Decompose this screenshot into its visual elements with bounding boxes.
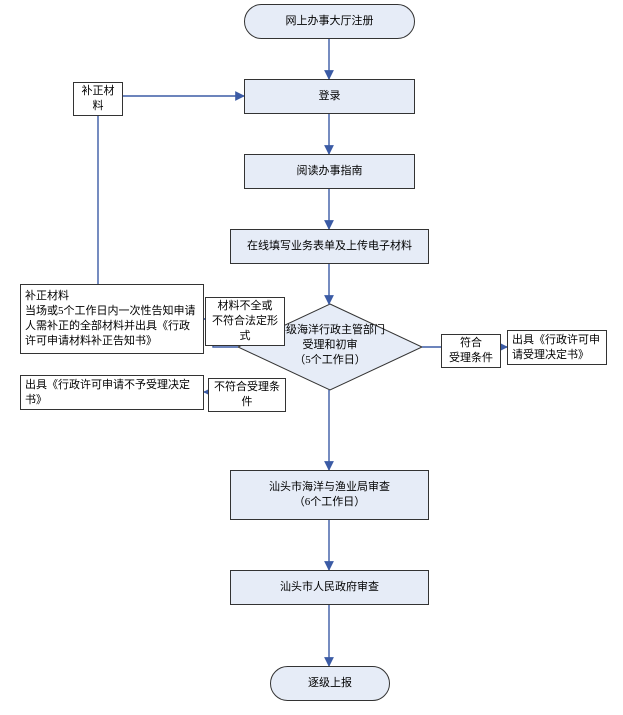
edge-label-incomplete: 材料不全或 不符合法定形式	[205, 297, 285, 346]
node-text: 出具《行政许可申请不予受理决定书》	[25, 378, 199, 408]
node-supplement-materials: 补正材料 当场或5个工作日内一次性告知申请人需补正的全部材料并出具《行政许可申请…	[20, 284, 204, 354]
node-government-review: 汕头市人民政府审查	[230, 570, 429, 605]
node-text: 出具《行政许可申请受理决定书》	[512, 333, 602, 363]
node-read-guide: 阅读办事指南	[244, 154, 415, 189]
node-text: 县级海洋行政主管部门 受理和初审 （5个工作日）	[275, 324, 385, 366]
node-text: 补正材料 当场或5个工作日内一次性告知申请人需补正的全部材料并出具《行政许可申请…	[25, 289, 199, 348]
node-bureau-review: 汕头市海洋与渔业局审查 （6个工作日）	[230, 470, 429, 520]
node-text: 在线填写业务表单及上传电子材料	[247, 239, 412, 254]
node-text: 阅读办事指南	[297, 164, 363, 179]
label-text: 材料不全或 不符合法定形式	[209, 299, 281, 344]
label-text: 不符合受理条件	[212, 380, 282, 410]
edge-label-supplement: 补正材料	[73, 82, 123, 116]
node-login: 登录	[244, 79, 415, 114]
node-text: 网上办事大厅注册	[286, 14, 374, 29]
node-escalate-terminal: 逐级上报	[270, 666, 390, 701]
node-fill-form: 在线填写业务表单及上传电子材料	[230, 229, 429, 264]
node-text: 汕头市海洋与渔业局审查 （6个工作日）	[269, 480, 390, 510]
node-text: 逐级上报	[308, 676, 352, 691]
node-register-terminal: 网上办事大厅注册	[244, 4, 415, 39]
edge-label-fails-conditions: 不符合受理条件	[208, 378, 286, 412]
node-text: 登录	[319, 89, 341, 104]
label-text: 符合 受理条件	[449, 336, 493, 366]
label-text: 补正材料	[77, 84, 119, 114]
node-text: 汕头市人民政府审查	[280, 580, 379, 595]
edge-label-meets-conditions: 符合 受理条件	[441, 334, 501, 368]
node-reject-decision: 出具《行政许可申请不予受理决定书》	[20, 375, 204, 410]
node-accept-decision: 出具《行政许可申请受理决定书》	[507, 330, 607, 365]
